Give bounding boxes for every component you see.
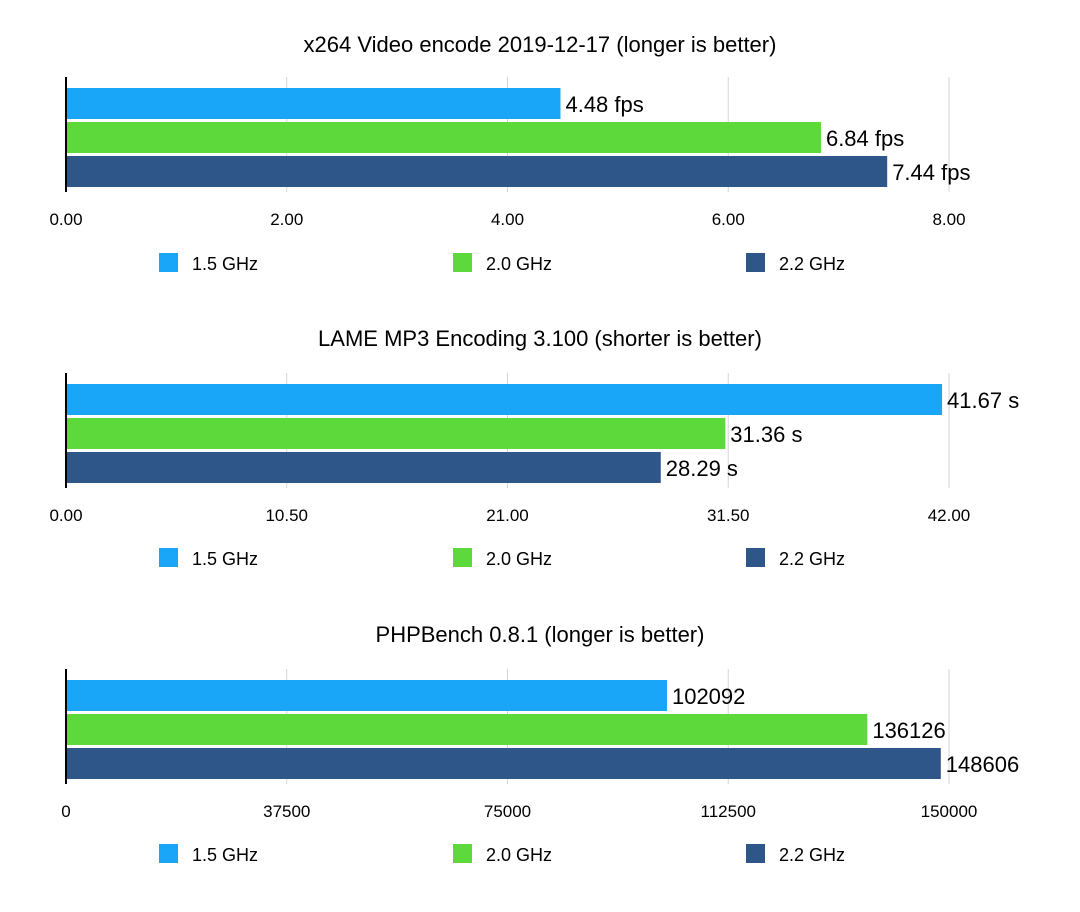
chart-title: PHPBench 0.8.1 (longer is better)	[376, 622, 705, 647]
chart-3: PHPBench 0.8.1 (longer is better) 102092 1…	[61, 622, 1019, 865]
bar-value-label: 4.48 fps	[565, 92, 643, 117]
x-tick-label: 75000	[484, 802, 531, 821]
chart-title: x264 Video encode 2019-12-17 (longer is …	[304, 32, 777, 57]
legend-label: 1.5 GHz	[192, 549, 258, 569]
x-tick-label: 2.00	[270, 210, 303, 229]
bar-1-5-ghz	[66, 384, 943, 415]
bar-2-0-ghz	[66, 418, 726, 449]
chart-2: LAME MP3 Encoding 3.100 (shorter is bett…	[49, 326, 1019, 569]
chart-1: x264 Video encode 2019-12-17 (longer is …	[49, 32, 970, 274]
legend-swatch	[453, 844, 472, 863]
x-tick-label: 112500	[701, 802, 756, 821]
legend-swatch	[159, 548, 178, 567]
legend-item: 1.5 GHz	[159, 253, 258, 274]
x-tick-label: 0.00	[49, 506, 82, 525]
legend-label: 2.2 GHz	[779, 254, 845, 274]
legend-item: 2.0 GHz	[453, 548, 552, 569]
legend-item: 2.0 GHz	[453, 253, 552, 274]
x-tick-label: 31.50	[707, 506, 750, 525]
legend-item: 2.2 GHz	[746, 253, 845, 274]
x-tick-label: 10.50	[265, 506, 308, 525]
bar-1-5-ghz	[66, 680, 667, 711]
legend-item: 1.5 GHz	[159, 548, 258, 569]
legend-swatch	[746, 548, 765, 567]
bar-1-5-ghz	[66, 88, 561, 119]
x-tick-label: 150000	[921, 802, 978, 821]
legend-label: 2.0 GHz	[486, 549, 552, 569]
bar-2-2-ghz	[66, 748, 941, 779]
x-tick-label: 37500	[263, 802, 310, 821]
legend-label: 1.5 GHz	[192, 845, 258, 865]
legend-item: 2.2 GHz	[746, 548, 845, 569]
x-tick-label: 0	[61, 802, 70, 821]
bar-value-label: 148606	[946, 752, 1019, 777]
legend-label: 2.0 GHz	[486, 845, 552, 865]
x-tick-label: 42.00	[928, 506, 971, 525]
legend-item: 2.0 GHz	[453, 844, 552, 865]
bar-value-label: 6.84 fps	[826, 126, 904, 151]
x-tick-label: 6.00	[712, 210, 745, 229]
bar-2-2-ghz	[66, 156, 888, 187]
legend-label: 2.0 GHz	[486, 254, 552, 274]
bar-2-2-ghz	[66, 452, 661, 483]
x-tick-label: 21.00	[486, 506, 529, 525]
bar-value-label: 102092	[672, 684, 745, 709]
legend-swatch	[746, 844, 765, 863]
x-tick-label: 8.00	[932, 210, 965, 229]
legend-item: 1.5 GHz	[159, 844, 258, 865]
legend-item: 2.2 GHz	[746, 844, 845, 865]
bar-2-0-ghz	[66, 714, 868, 745]
legend-label: 1.5 GHz	[192, 254, 258, 274]
legend-label: 2.2 GHz	[779, 845, 845, 865]
legend-swatch	[453, 253, 472, 272]
bar-value-label: 28.29 s	[666, 456, 738, 481]
bar-value-label: 7.44 fps	[892, 160, 970, 185]
x-tick-label: 0.00	[49, 210, 82, 229]
chart-title: LAME MP3 Encoding 3.100 (shorter is bett…	[318, 326, 762, 351]
bar-value-label: 136126	[872, 718, 945, 743]
legend-label: 2.2 GHz	[779, 549, 845, 569]
bar-value-label: 41.67 s	[947, 388, 1019, 413]
legend-swatch	[159, 844, 178, 863]
bar-2-0-ghz	[66, 122, 821, 153]
legend-swatch	[453, 548, 472, 567]
bar-value-label: 31.36 s	[730, 422, 802, 447]
legend-swatch	[746, 253, 765, 272]
legend-swatch	[159, 253, 178, 272]
x-tick-label: 4.00	[491, 210, 524, 229]
